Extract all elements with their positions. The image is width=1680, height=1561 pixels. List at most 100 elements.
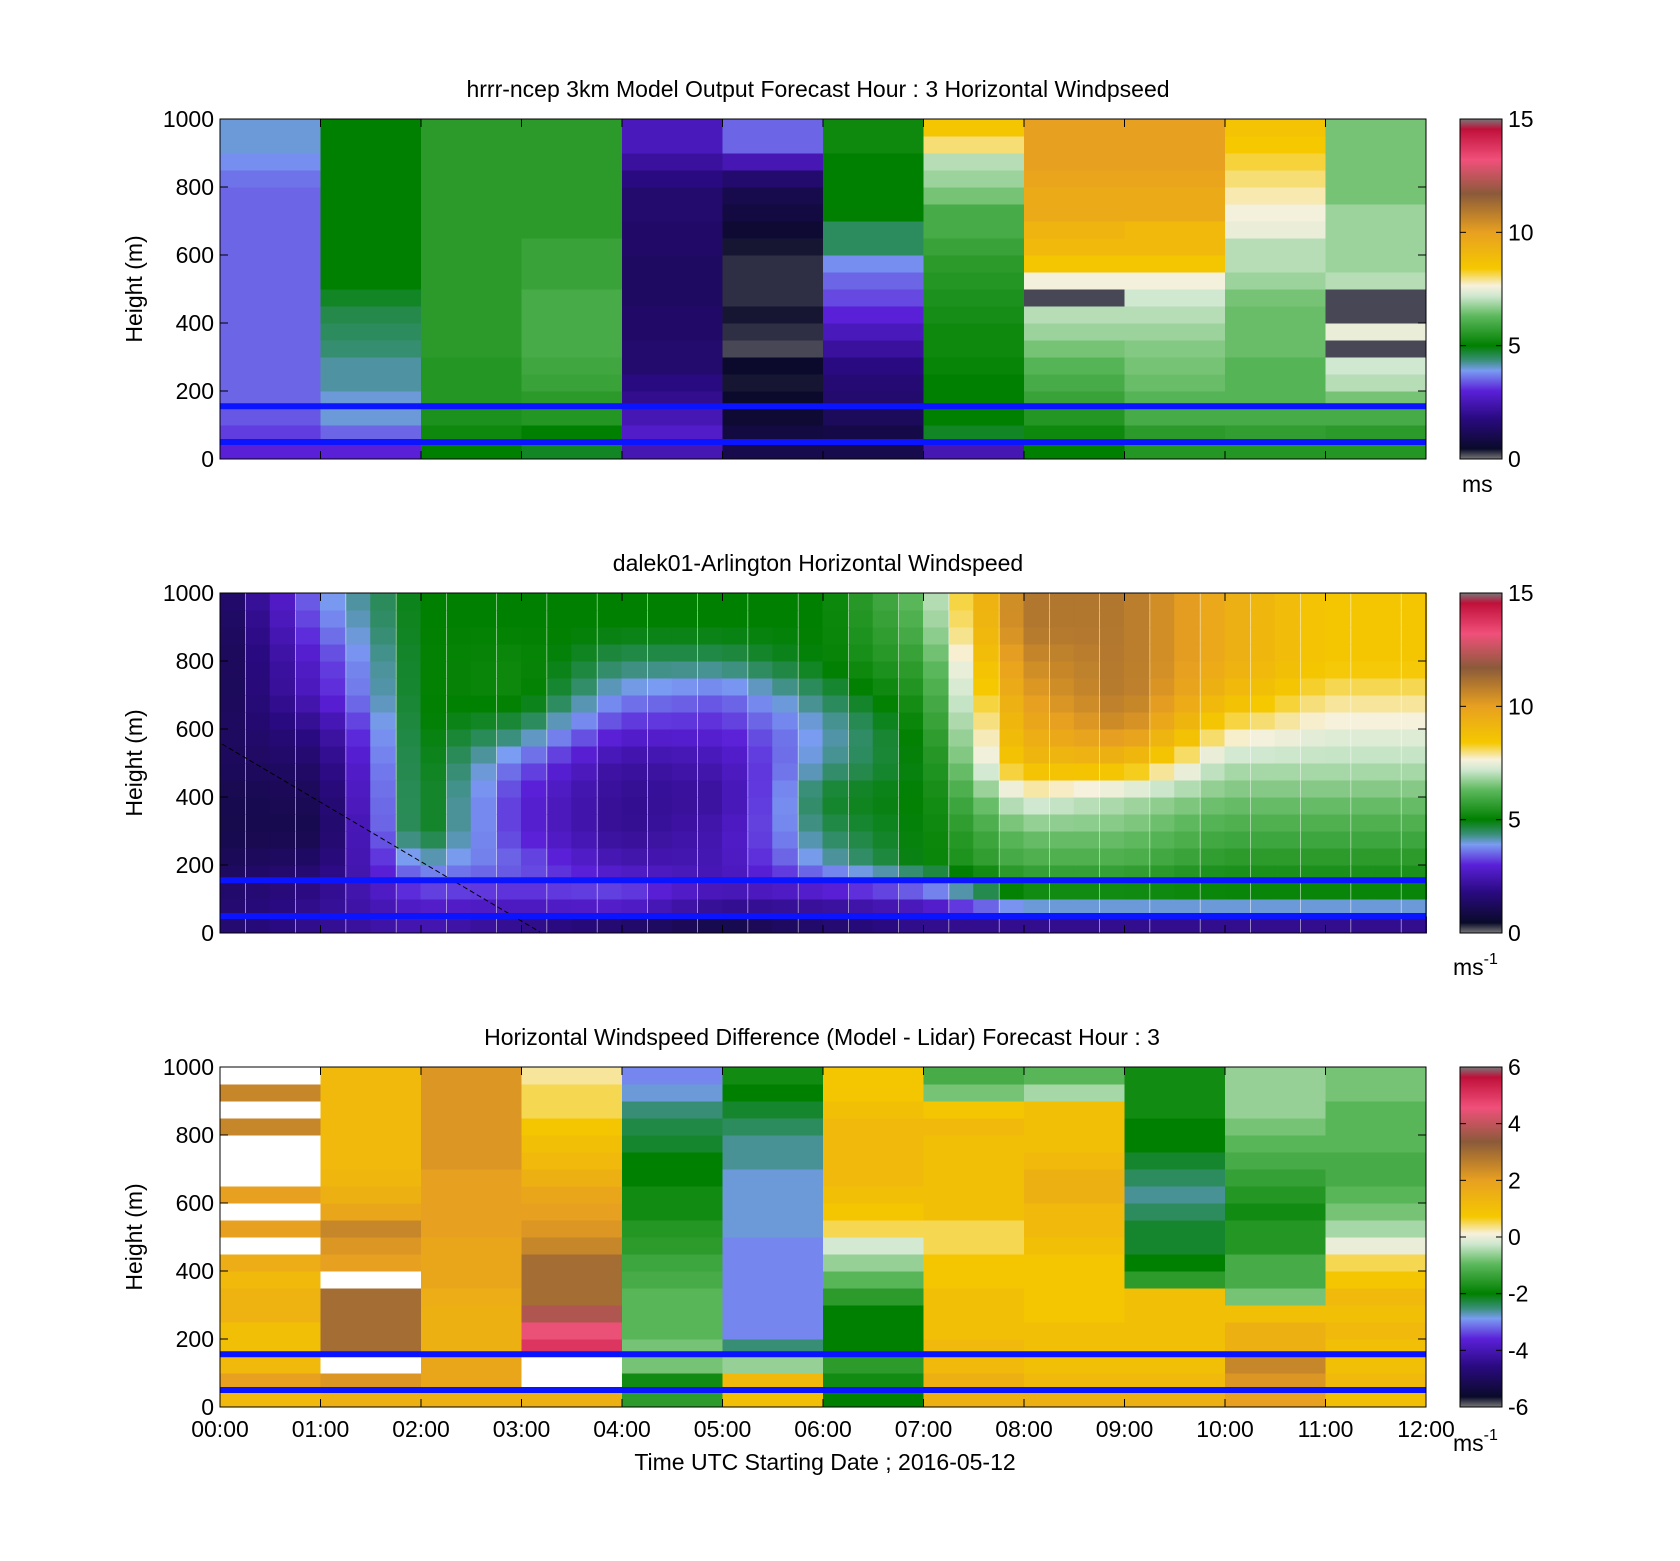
- heatmap-cell: [923, 340, 1025, 358]
- heatmap-cell: [772, 610, 798, 628]
- heatmap-cell: [1099, 729, 1126, 747]
- heatmap-cell: [470, 644, 497, 662]
- heatmap-cell: [220, 1220, 321, 1238]
- heatmap-cell: [295, 593, 322, 611]
- heatmap-cell: [1274, 882, 1301, 900]
- heatmap-cell: [521, 1254, 623, 1272]
- heatmap-cell: [748, 661, 774, 679]
- heatmap-cell: [823, 119, 924, 137]
- heatmap-cell: [923, 425, 1025, 443]
- heatmap-cell: [697, 661, 724, 679]
- heatmap-cell: [1225, 374, 1326, 392]
- heatmap-cell: [245, 814, 272, 832]
- heatmap-cell: [1375, 763, 1401, 781]
- heatmap-cell: [748, 695, 774, 713]
- heatmap-cell: [923, 1169, 1025, 1187]
- heatmap-cell: [269, 848, 296, 866]
- heatmap-cell: [848, 899, 875, 917]
- heatmap-cell: [220, 1322, 321, 1340]
- heatmap-cell: [1325, 1118, 1427, 1136]
- heatmap-cell: [220, 1152, 321, 1170]
- heatmap-cell: [1300, 763, 1327, 781]
- heatmap-cell: [973, 695, 999, 713]
- colorbar-tick-label: 5: [1508, 333, 1521, 359]
- heatmap-cell: [872, 916, 899, 934]
- heatmap-cell: [622, 221, 723, 239]
- heatmap-cell: [521, 187, 623, 205]
- heatmap-cell: [973, 814, 999, 832]
- heatmap-cell: [671, 644, 698, 662]
- heatmap-cell: [621, 661, 648, 679]
- heatmap-cell: [320, 678, 346, 696]
- heatmap-cell: [269, 678, 296, 696]
- heatmap-cell: [421, 340, 522, 358]
- heatmap-cell: [823, 1186, 924, 1204]
- heatmap-cell: [446, 712, 473, 730]
- heatmap-cell: [1124, 357, 1226, 375]
- heatmap-cell: [1224, 916, 1251, 934]
- heatmap-cell: [1225, 136, 1326, 154]
- heatmap-cell: [798, 797, 825, 815]
- heatmap-cell: [1200, 797, 1227, 815]
- heatmap-cell: [848, 814, 875, 832]
- heatmap-cell: [1174, 814, 1200, 832]
- heatmap-cell: [1375, 729, 1401, 747]
- heatmap-cell: [949, 899, 975, 917]
- heatmap-cell: [420, 882, 447, 900]
- heatmap-cell: [647, 899, 674, 917]
- heatmap-cell: [1325, 916, 1351, 934]
- heatmap-cell: [245, 627, 272, 645]
- heatmap-cell: [822, 729, 849, 747]
- heatmap-cell: [346, 831, 372, 849]
- heatmap-cell: [848, 729, 875, 747]
- heatmap-cell: [822, 746, 849, 764]
- heatmap-cell: [295, 678, 322, 696]
- heatmap-cell: [320, 1373, 422, 1391]
- heatmap-cell: [571, 899, 597, 917]
- heatmap-cell: [823, 204, 924, 222]
- heatmap-cell: [898, 729, 925, 747]
- heatmap-cell: [1325, 729, 1351, 747]
- heatmap-cell: [1150, 678, 1176, 696]
- heatmap-cell: [1124, 848, 1150, 866]
- heatmap-cell: [320, 221, 422, 239]
- heatmap-cell: [1325, 593, 1351, 611]
- heatmap-cell: [1250, 627, 1277, 645]
- heatmap-cell: [872, 899, 899, 917]
- heatmap-cell: [346, 899, 372, 917]
- heatmap-cell: [1225, 1084, 1326, 1102]
- heatmap-cell: [798, 780, 825, 798]
- heatmap-cell: [1250, 746, 1277, 764]
- heatmap-cell: [496, 916, 523, 934]
- heatmap-cell: [1325, 780, 1351, 798]
- heatmap-cell: [547, 627, 573, 645]
- heatmap-cell: [597, 746, 624, 764]
- heatmap-cell: [822, 882, 849, 900]
- y-tick-label: 400: [176, 1258, 214, 1284]
- heatmap-cell: [220, 1067, 321, 1085]
- heatmap-cell: [496, 746, 523, 764]
- heatmap-cell: [973, 899, 999, 917]
- heatmap-cell: [923, 899, 949, 917]
- heatmap-cell: [1375, 610, 1401, 628]
- heatmap-cell: [798, 678, 825, 696]
- heatmap-cell: [1200, 882, 1227, 900]
- heatmap-cell: [1325, 1271, 1427, 1289]
- heatmap-cell: [772, 882, 798, 900]
- heatmap-cell: [722, 289, 824, 307]
- heatmap-cell: [848, 916, 875, 934]
- heatmap-cell: [923, 1220, 1025, 1238]
- heatmap-cell: [622, 204, 723, 222]
- heatmap-cell: [621, 899, 648, 917]
- heatmap-cell: [722, 763, 748, 781]
- heatmap-cell: [219, 729, 246, 747]
- heatmap-cell: [1225, 1220, 1326, 1238]
- heatmap-cell: [571, 695, 597, 713]
- heatmap-cell: [597, 780, 624, 798]
- heatmap-cell: [521, 593, 547, 611]
- heatmap-cell: [396, 627, 423, 645]
- heatmap-cell: [1274, 695, 1301, 713]
- heatmap-cell: [1225, 1237, 1326, 1255]
- heatmap-cell: [320, 916, 346, 934]
- heatmap-cell: [1150, 763, 1176, 781]
